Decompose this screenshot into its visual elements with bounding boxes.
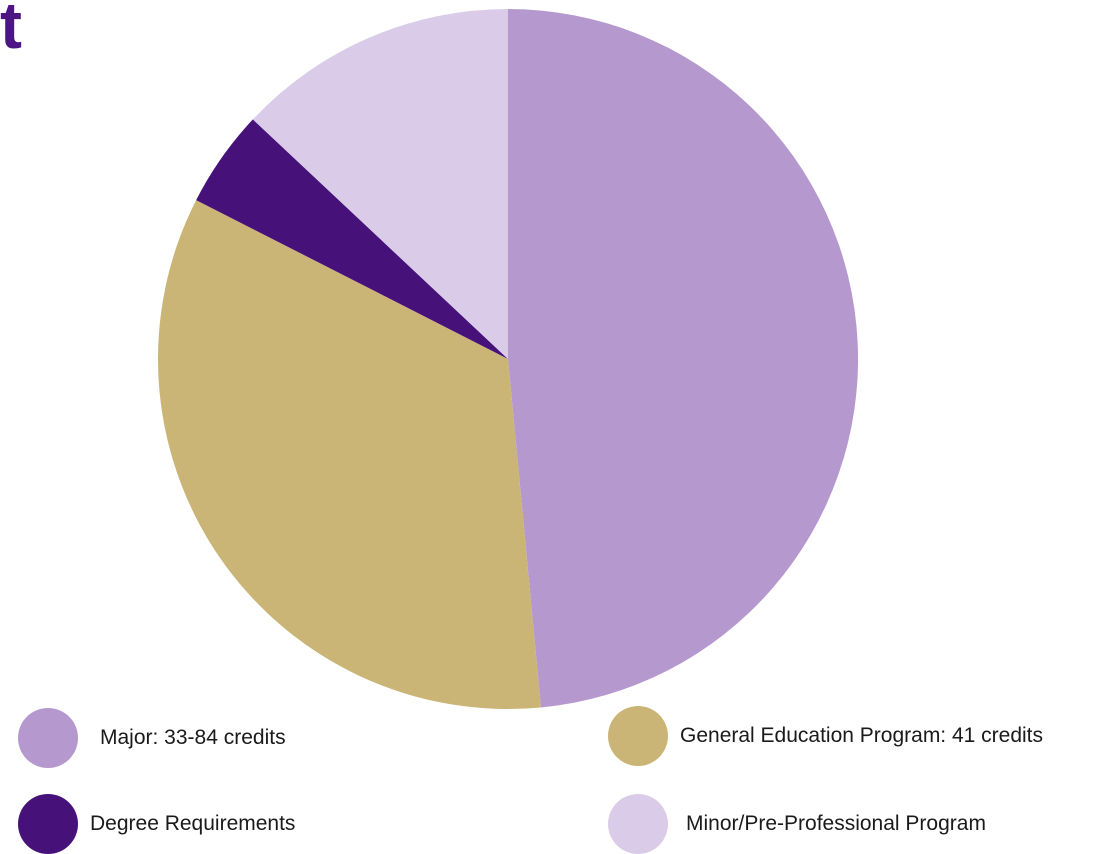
legend-item-degree-requirements: Degree Requirements [18, 794, 295, 854]
legend-item-general-education: General Education Program: 41 credits [608, 706, 1043, 766]
legend-item-major: Major: 33-84 credits [18, 708, 286, 768]
pie-slice-degree-requirements [196, 119, 508, 359]
legend-label-general-education: General Education Program: 41 credits [680, 724, 1044, 747]
legend-item-minor: Minor/Pre-Professional Program [608, 794, 986, 854]
page-title-fragment: t [0, 0, 22, 62]
legend-swatch-general-education [608, 706, 668, 766]
pie-slice-major [508, 8, 859, 708]
legend-label-minor: Minor/Pre-Professional Program [686, 812, 986, 835]
legend-swatch-degree-requirements [18, 794, 78, 854]
legend-swatch-minor [608, 794, 668, 854]
pie-slice-minor [252, 9, 508, 359]
legend-swatch-major [18, 708, 78, 768]
pie-slice-general-education [157, 200, 541, 710]
legend-label-major: Major: 33-84 credits [100, 726, 286, 749]
legend-label-degree-requirements: Degree Requirements [90, 812, 296, 835]
